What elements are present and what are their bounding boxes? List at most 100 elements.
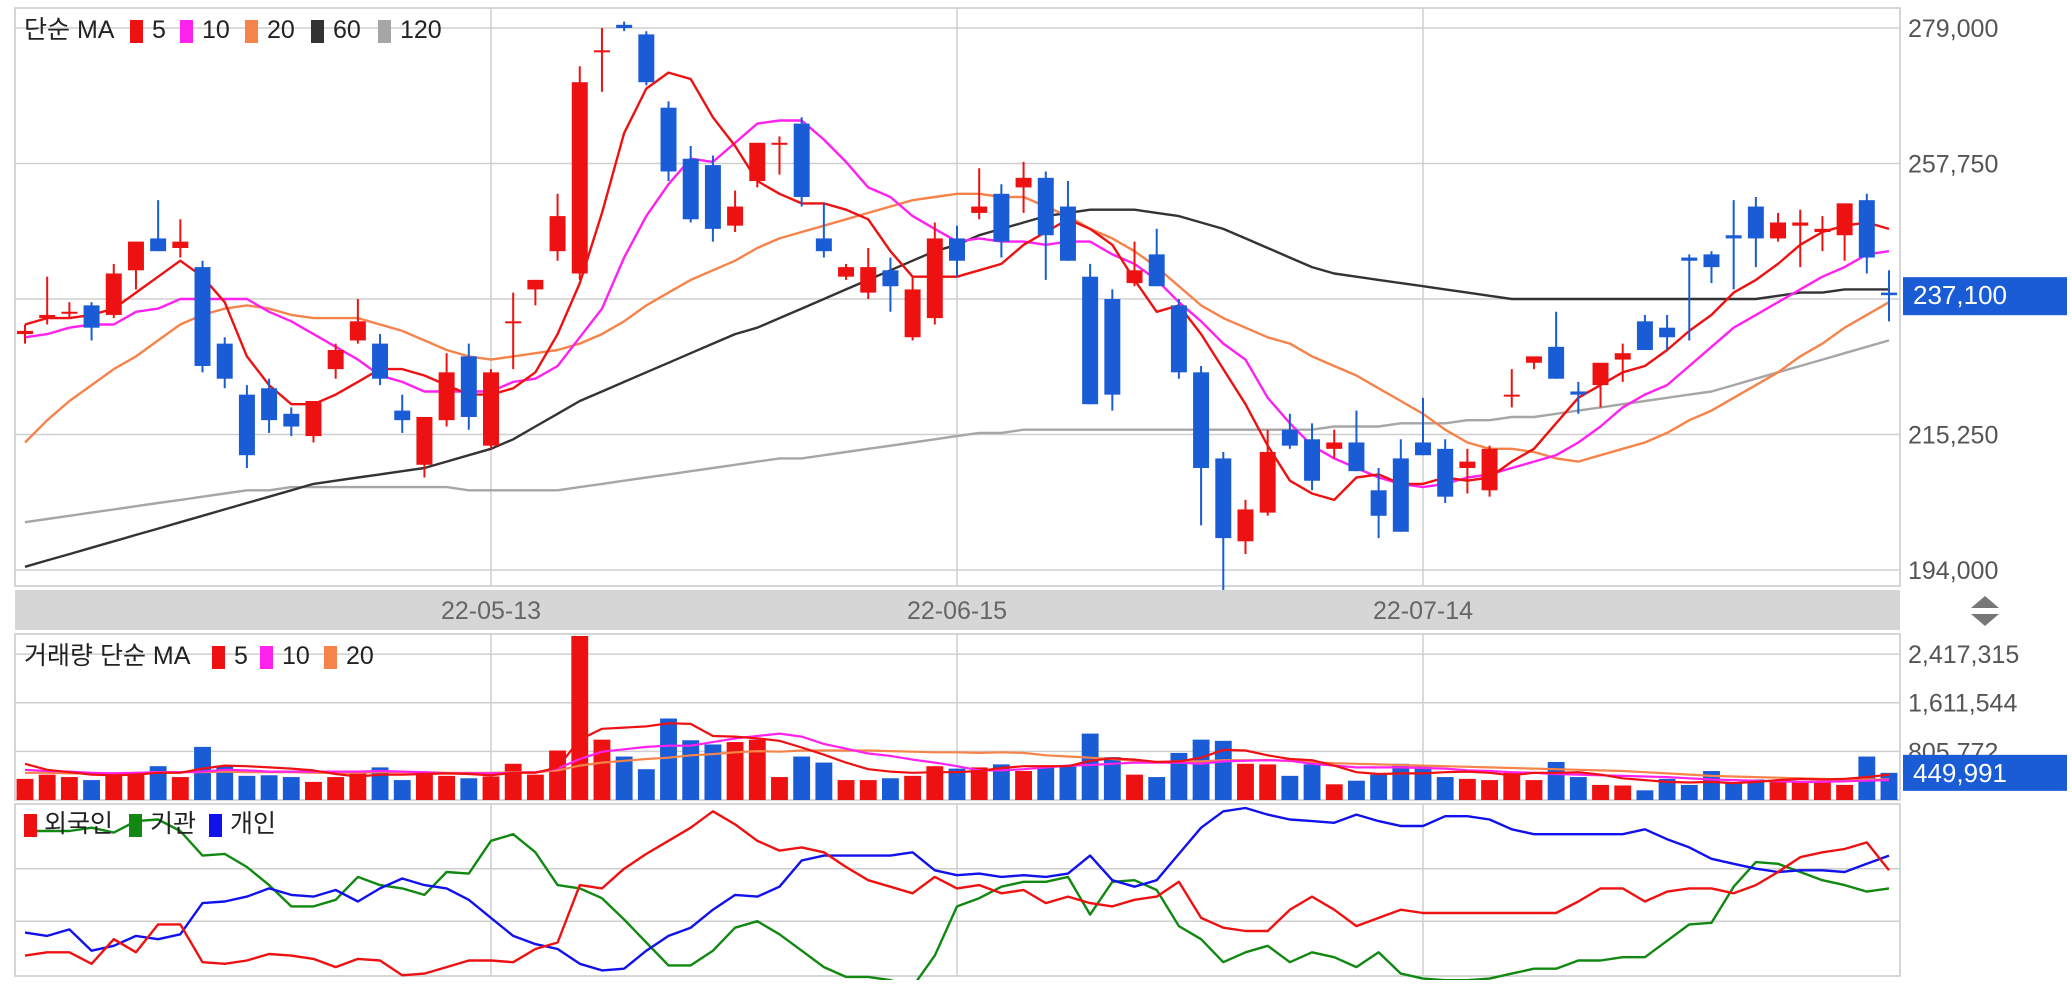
candle-down <box>1392 458 1409 532</box>
foreigner-legend-label: 외국인 <box>44 810 113 838</box>
candle-up <box>349 321 366 341</box>
price-tick-label: 257,750 <box>1908 151 1998 179</box>
candle-down <box>949 238 965 261</box>
candle-down <box>1170 305 1187 373</box>
candle-down <box>1703 254 1720 268</box>
candle-up <box>438 372 455 421</box>
volume-bar-down <box>83 780 101 800</box>
candle-up <box>505 321 522 324</box>
volume-bar-up <box>1836 784 1854 800</box>
volume-bar-up <box>127 774 145 800</box>
individual-legend-label: 개인 <box>230 810 276 838</box>
volume-bar-down <box>1747 779 1765 800</box>
volume-bar-up <box>859 780 877 800</box>
individual-line <box>24 806 1890 972</box>
candle-up <box>549 216 566 252</box>
volume-bar-down <box>1392 763 1410 800</box>
candle-down <box>394 410 411 421</box>
volume-bar-up <box>1237 763 1254 800</box>
ma5-swatch <box>130 20 143 43</box>
volume-bar-down <box>149 766 167 800</box>
candle-down <box>1681 257 1698 261</box>
candle-up <box>105 273 122 315</box>
volume-bar-down <box>815 762 833 800</box>
candle-down <box>1348 442 1365 472</box>
candle-down <box>1059 206 1076 261</box>
investor-1-path <box>25 818 1890 985</box>
candle-up <box>860 267 877 293</box>
candle-up <box>749 142 766 182</box>
candle-down <box>1636 321 1653 351</box>
candle-up <box>527 279 544 290</box>
foreigner-line <box>24 810 1890 977</box>
candle-down <box>616 24 633 28</box>
investor-0-path <box>24 810 1890 977</box>
volume-bar-down <box>1725 783 1743 800</box>
candle-down <box>1659 327 1676 338</box>
investor-grid <box>15 804 1900 976</box>
candle-down <box>1082 276 1099 405</box>
candle-up <box>838 267 855 277</box>
candle-up <box>1836 203 1853 236</box>
institution-swatch <box>129 814 142 837</box>
price-tick-label: 194,000 <box>1908 557 1998 585</box>
volume-bar-down <box>1170 752 1188 800</box>
volume-bar-up <box>105 772 123 800</box>
volume-ma5-line <box>24 722 1890 785</box>
volume-ma10-line <box>24 732 1890 784</box>
volume-bar-down <box>1303 764 1321 800</box>
candle-up <box>1459 461 1476 468</box>
candle-up <box>17 330 33 335</box>
volume-bar-down <box>1414 764 1432 800</box>
volume-bar-up <box>1525 780 1543 800</box>
candle-down <box>283 413 300 427</box>
volume-bar-down <box>793 756 811 800</box>
candle-up <box>1614 353 1631 360</box>
panel-resize-handle[interactable] <box>1971 596 1999 626</box>
volume-bar-down <box>881 778 899 800</box>
volume-bar-down <box>660 718 677 800</box>
price-axis: 279,000 257,750 215,250 194,000 <box>1908 15 1998 585</box>
candle-up <box>416 416 433 465</box>
volume-bar-up <box>438 775 456 800</box>
volume-bar-down <box>1569 777 1587 800</box>
volume-bar-down <box>1347 780 1365 800</box>
volume-bar-down <box>1636 790 1654 800</box>
investor-legend: 외국인 기관 개인 <box>24 810 276 838</box>
individual-swatch <box>209 814 222 837</box>
volume-bar-up <box>926 766 944 800</box>
candle-up <box>1237 509 1254 542</box>
volume-bar-up <box>327 777 345 800</box>
candle-down <box>1415 442 1431 456</box>
volume-bar-up <box>1481 780 1499 800</box>
ma5-legend-label: 5 <box>152 16 166 44</box>
volume-bar-down <box>282 777 300 800</box>
current-price-tag: 237,100 <box>1903 277 2067 316</box>
volume-bar-up <box>1259 764 1277 800</box>
volume-legend-title: 거래량 단순 MA <box>24 642 191 670</box>
candle-up <box>771 142 788 145</box>
volume-bar-down <box>704 744 722 800</box>
vma5-swatch <box>212 646 225 669</box>
candle-up <box>1525 356 1542 363</box>
candle-up <box>1503 394 1520 397</box>
volume-bar-up <box>1126 774 1143 800</box>
ma10-swatch <box>180 20 193 43</box>
volume-bar-down <box>216 766 234 800</box>
volume-bar-up <box>1769 780 1787 800</box>
candle-down <box>793 123 810 197</box>
volume-bar-down <box>1880 772 1898 800</box>
volume-bar-up <box>837 780 855 800</box>
volume-bar-up <box>16 778 34 800</box>
date-axis-label: 22-05-13 <box>441 597 541 625</box>
price-legend-title: 단순 MA <box>24 16 115 44</box>
investor-panel[interactable]: 외국인 기관 개인 <box>14 803 1901 985</box>
price-panel[interactable]: 279,000 257,750 215,250 194,000 237,100 단순 … <box>14 7 2067 596</box>
volume-bar-down <box>1059 764 1077 800</box>
volume-bar-up <box>482 776 500 800</box>
candle-up <box>926 238 943 319</box>
candle-down <box>261 388 278 421</box>
volume-bar-down <box>1148 777 1166 800</box>
candle-down <box>1304 439 1321 481</box>
